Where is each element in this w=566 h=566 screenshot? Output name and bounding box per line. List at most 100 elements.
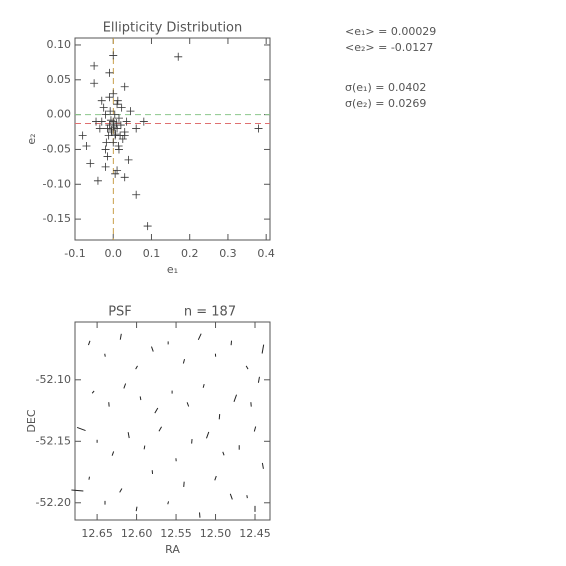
point — [113, 166, 122, 175]
whisker — [222, 451, 225, 456]
y-tick-label: 0.10 — [47, 38, 72, 51]
point — [126, 107, 135, 116]
point — [101, 110, 110, 119]
y-tick-label: -0.05 — [43, 142, 71, 155]
y-axis-label: DEC — [25, 409, 38, 432]
point — [117, 103, 126, 112]
point — [120, 173, 129, 182]
point — [174, 52, 183, 61]
annotation: <e₂> = -0.0127 — [345, 41, 433, 54]
point — [104, 131, 113, 140]
point — [95, 124, 104, 133]
chart-subtitle: n = 187 — [184, 305, 236, 320]
point — [132, 124, 141, 133]
point — [103, 152, 112, 161]
x-tick-label: -0.1 — [64, 247, 85, 260]
point — [101, 145, 110, 154]
x-tick-label: 12.50 — [200, 527, 232, 540]
plot-frame — [74, 37, 271, 241]
point — [109, 121, 118, 130]
chart-title: PSF — [108, 305, 132, 320]
y-tick-label: -0.10 — [43, 177, 71, 190]
point — [139, 117, 148, 126]
whisker — [143, 445, 146, 450]
point — [122, 117, 131, 126]
point — [82, 141, 91, 150]
point — [78, 131, 87, 140]
whisker — [135, 506, 138, 512]
x-tick-label: 0.3 — [219, 247, 237, 260]
annotation: σ(e₂) = 0.0269 — [345, 97, 426, 110]
point — [105, 68, 114, 77]
point — [120, 82, 129, 91]
point — [143, 222, 152, 231]
x-tick-label: 12.55 — [160, 527, 192, 540]
point — [90, 79, 99, 88]
whisker — [119, 488, 123, 493]
x-tick-label: 12.65 — [81, 527, 113, 540]
y-tick-label: -52.15 — [36, 434, 71, 447]
whisker — [123, 383, 127, 389]
point — [114, 114, 123, 123]
point — [132, 190, 141, 199]
y-axis-label: e₂ — [25, 133, 38, 144]
point — [107, 125, 116, 134]
plot-frame — [74, 321, 271, 521]
whisker — [261, 462, 264, 469]
annotation: σ(e₁) = 0.0402 — [345, 81, 426, 94]
point — [105, 93, 114, 102]
whisker — [91, 390, 95, 394]
point — [113, 96, 122, 105]
point — [111, 130, 120, 139]
y-tick-label: -52.20 — [36, 496, 71, 509]
y-tick-label: 0.00 — [47, 108, 72, 121]
point — [90, 61, 99, 70]
whisker — [87, 340, 91, 346]
whisker — [76, 426, 86, 432]
whisker — [158, 426, 163, 432]
point — [113, 100, 122, 109]
whisker — [202, 384, 205, 388]
point — [101, 162, 110, 171]
whisker — [104, 353, 106, 357]
point — [93, 176, 102, 185]
whisker — [127, 432, 130, 439]
point — [254, 124, 263, 133]
whisker — [154, 407, 159, 414]
x-tick-label: 12.60 — [121, 527, 153, 540]
x-tick-label: 0.0 — [104, 247, 122, 260]
whisker — [261, 344, 265, 354]
point — [114, 145, 123, 154]
y-tick-label: -52.10 — [36, 373, 71, 386]
point — [110, 110, 119, 119]
x-tick-label: 0.2 — [181, 247, 199, 260]
point — [99, 103, 108, 112]
point — [109, 51, 118, 60]
whisker — [139, 396, 142, 401]
point — [116, 121, 125, 130]
whisker — [233, 394, 238, 402]
whisker — [71, 489, 84, 492]
annotation: <e₁> = 0.00029 — [345, 25, 436, 38]
whisker — [245, 365, 249, 370]
point — [109, 138, 118, 147]
x-tick-label: 12.45 — [239, 527, 271, 540]
whisker — [167, 501, 170, 505]
whisker — [229, 493, 233, 500]
point — [102, 138, 111, 147]
y-tick-label: -0.15 — [43, 212, 71, 225]
point — [86, 159, 95, 168]
whisker — [206, 431, 210, 439]
whisker — [135, 365, 138, 370]
whisker — [253, 426, 257, 432]
whisker — [214, 475, 217, 481]
y-tick-label: 0.05 — [47, 73, 72, 86]
point — [92, 117, 101, 126]
x-axis-label: e₁ — [167, 263, 178, 276]
chart-title: Ellipticity Distribution — [103, 21, 243, 36]
point — [120, 131, 129, 140]
x-axis-label: RA — [165, 543, 180, 556]
x-tick-label: 0.4 — [257, 247, 275, 260]
whisker — [197, 333, 202, 341]
point — [97, 96, 106, 105]
